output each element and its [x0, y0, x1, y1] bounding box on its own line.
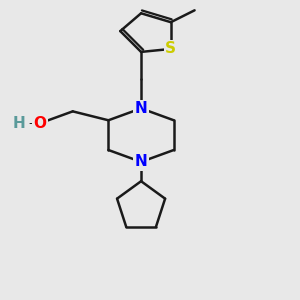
Text: –: – [28, 117, 34, 130]
Text: O: O [34, 116, 46, 131]
Text: H: H [13, 116, 26, 131]
Text: N: N [135, 101, 148, 116]
Text: N: N [135, 154, 148, 169]
Text: S: S [165, 41, 176, 56]
